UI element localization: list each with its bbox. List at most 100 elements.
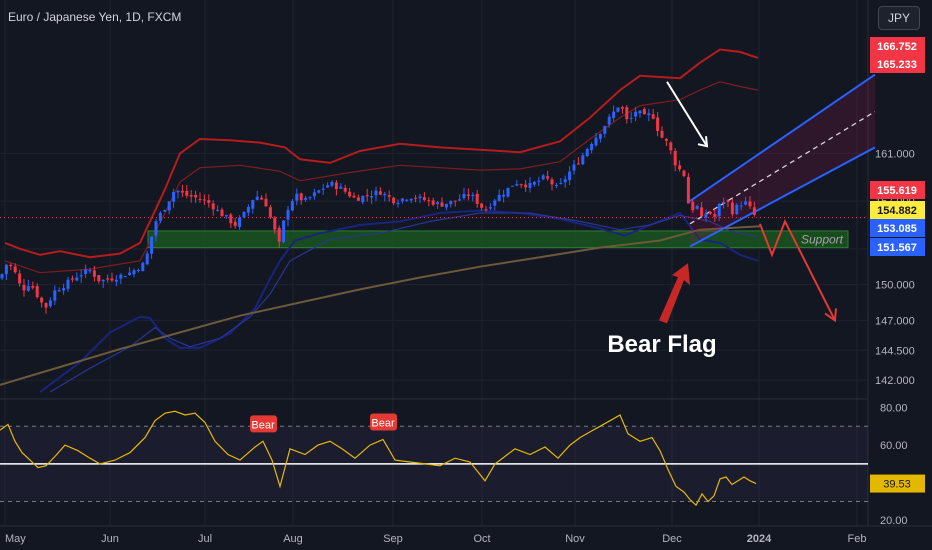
chart-title: Euro / Japanese Yen, 1D, FXCM (8, 10, 182, 24)
candle-body (739, 205, 743, 207)
candle-body (466, 194, 470, 196)
candle-body (471, 194, 475, 197)
candle-body (308, 197, 312, 199)
candle-body (150, 236, 154, 254)
candle-body (53, 290, 57, 301)
candle-body (405, 199, 409, 201)
candle-body (194, 194, 198, 198)
candle-body (510, 185, 514, 187)
candle-body (299, 193, 303, 201)
candle-body (554, 185, 558, 187)
candle-body (211, 203, 215, 210)
candle-body (647, 113, 651, 116)
candle-body (128, 272, 132, 275)
candle-body (356, 197, 360, 201)
white-arrow-line (666, 81, 708, 147)
time-tick-label: Jul (198, 533, 212, 545)
candle-body (312, 192, 316, 197)
rsi-tick-label: 60.00 (880, 440, 908, 452)
candle-body (744, 201, 748, 205)
channel-upper-line[interactable] (689, 73, 876, 202)
candle-body (18, 273, 22, 284)
candle-body (22, 285, 26, 291)
candle-body (695, 205, 699, 209)
currency-button[interactable]: JPY (878, 6, 920, 30)
candle-body (321, 188, 325, 190)
candle-body (31, 286, 35, 288)
candle-body (40, 297, 44, 303)
candle-body (106, 278, 110, 280)
candle-body (590, 144, 594, 151)
time-tick-label: Feb (848, 533, 867, 545)
time-tick-label: Nov (565, 533, 585, 545)
candle-body (546, 176, 550, 179)
candle-body (642, 109, 646, 115)
candle-body (374, 190, 378, 196)
white-arrow-head (697, 136, 709, 148)
candle-body (532, 181, 536, 185)
candle-body (255, 196, 259, 200)
candle-body (158, 212, 162, 221)
price-tag (870, 181, 925, 199)
lower-band-outer (39, 209, 759, 393)
candle-body (88, 270, 92, 272)
candle-body (119, 274, 123, 279)
price-tag-label: 154.882 (877, 205, 917, 217)
candle-body (502, 194, 506, 197)
candle-body (524, 184, 528, 188)
candle-body (154, 221, 158, 236)
candle-body (581, 155, 585, 165)
candle-body (713, 214, 717, 217)
candle-body (172, 192, 176, 202)
lower-band-inner (49, 212, 759, 393)
candle-body (48, 300, 52, 307)
rsi-value-tag (870, 474, 925, 493)
candle-body (35, 286, 39, 298)
time-tick-label: Sep (383, 533, 403, 545)
candle-body (207, 200, 211, 203)
time-tick-label: Oct (473, 533, 490, 545)
candle-body (735, 204, 739, 214)
candle-body (484, 209, 488, 211)
candle-body (572, 164, 576, 171)
candle-body (334, 182, 338, 190)
rsi-line (0, 410, 757, 507)
candle-body (326, 185, 330, 188)
candle-body (598, 133, 602, 139)
candle-body (427, 200, 431, 202)
candle-body (114, 279, 118, 282)
candle-body (84, 269, 88, 274)
price-tick-label: 144.500 (875, 345, 915, 357)
candle-body (440, 202, 444, 207)
candle-body (717, 203, 721, 217)
candle-body (673, 151, 677, 166)
price-tick-label: 142.000 (875, 375, 915, 387)
candle-body (273, 217, 277, 230)
candle-body (634, 111, 638, 117)
price-tag-label: 153.085 (877, 223, 917, 235)
rsi-bear-signal-badge (250, 415, 277, 433)
candle-body (656, 117, 660, 131)
candle-body (4, 264, 8, 275)
candle-body (664, 138, 668, 141)
price-tag-label: 151.567 (877, 242, 917, 254)
rsi-tick-label: 80.00 (880, 403, 908, 415)
candle-body (550, 179, 554, 185)
candle-body (594, 137, 598, 146)
moving-average-line (0, 225, 761, 386)
candle-body (480, 203, 484, 208)
candle-body (378, 191, 382, 195)
candle-body (625, 107, 629, 120)
candle-body (101, 279, 105, 282)
red-up-arrow (659, 263, 690, 324)
candle-body (568, 171, 572, 181)
candle-body (110, 278, 114, 281)
candle-body (216, 209, 220, 211)
candle-body (475, 193, 479, 204)
candle-body (453, 200, 457, 202)
candle-body (682, 170, 686, 177)
candle-body (603, 126, 607, 134)
channel-lower-line[interactable] (689, 146, 876, 248)
candle-body (748, 201, 752, 207)
